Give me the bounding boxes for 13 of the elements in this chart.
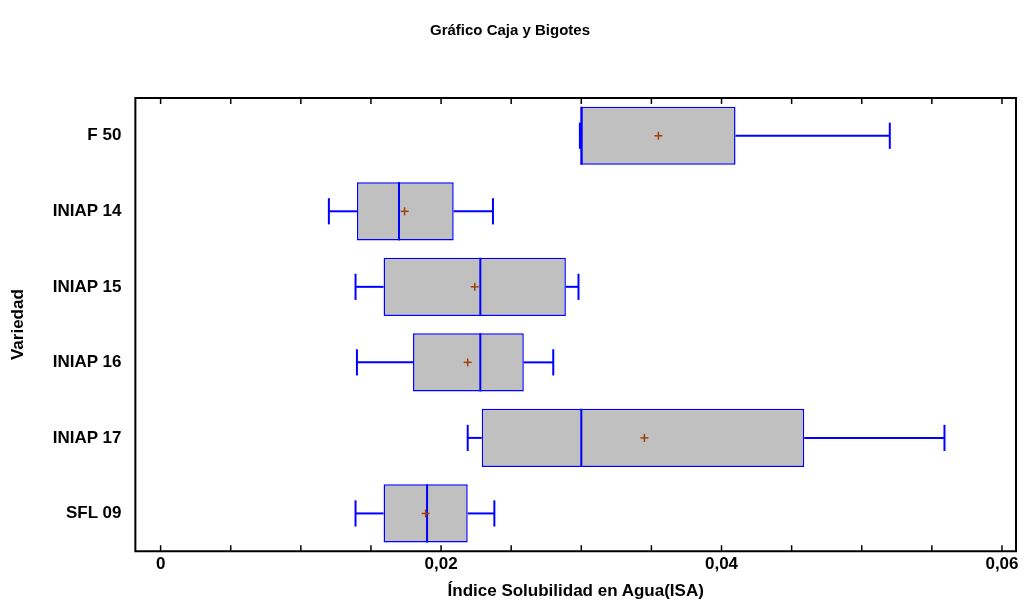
x-tick-label: 0,06 <box>985 554 1019 574</box>
y-tick-label: F 50 <box>87 125 122 145</box>
x-tick-label: 0,04 <box>704 554 739 574</box>
y-tick-label: INIAP 14 <box>52 200 122 220</box>
y-tick-label: INIAP 16 <box>52 352 122 372</box>
x-tick-label: 0 <box>155 554 166 574</box>
x-axis-title: Índice Solubilidad en Agua(ISA) <box>447 581 704 601</box>
x-tick-label: 0,02 <box>424 554 458 574</box>
y-tick-label: SFL 09 <box>65 503 122 523</box>
chart-title: Gráfico Caja y Bigotes <box>429 21 591 39</box>
y-tick-label: INIAP 15 <box>52 276 122 296</box>
y-axis-title: Variedad <box>7 289 27 361</box>
y-tick-label: INIAP 17 <box>52 427 122 447</box>
